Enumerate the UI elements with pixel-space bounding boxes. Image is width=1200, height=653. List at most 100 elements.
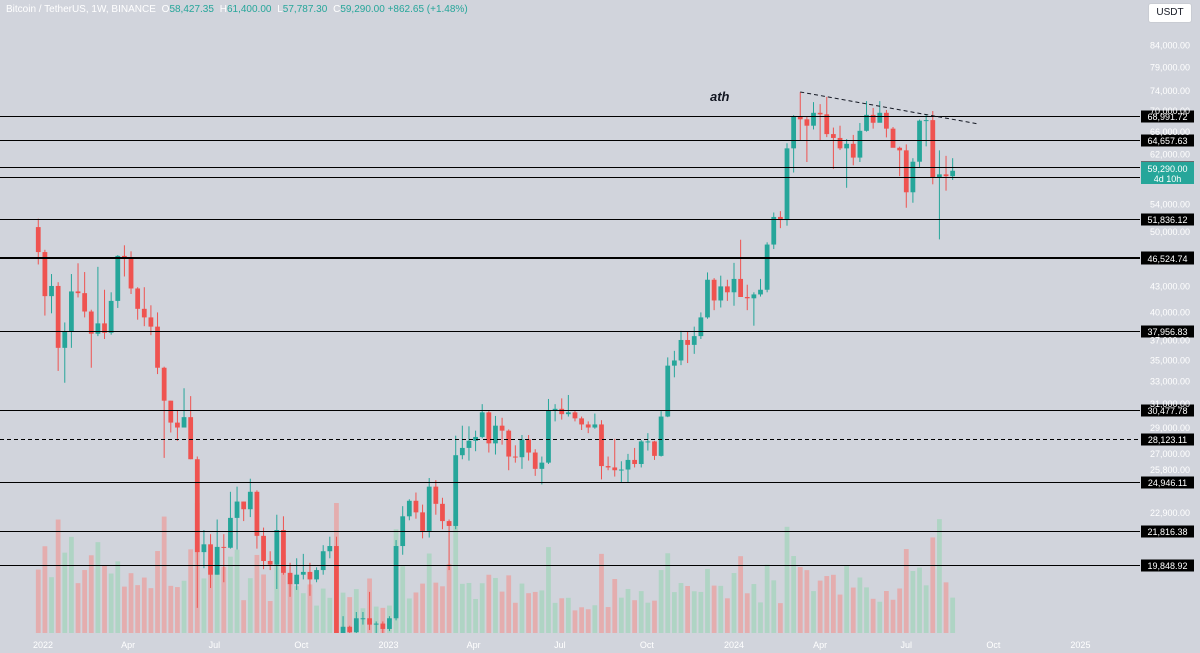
candle-body [777, 216, 783, 221]
volume-bar [413, 592, 419, 633]
volume-bar [526, 593, 531, 633]
volume-bar [459, 583, 465, 633]
y-tick-label: 66,000.00 [1150, 127, 1190, 137]
x-tick-label: Apr [467, 640, 481, 650]
currency-button[interactable]: USDT [1148, 3, 1192, 23]
volume-bar [122, 586, 127, 633]
candle-body [82, 293, 88, 312]
x-tick-label: 2025 [1070, 640, 1090, 650]
volume-bar [254, 554, 260, 633]
candle-body [903, 150, 909, 193]
level-label: 28,123.11 [1148, 435, 1187, 445]
volume-bar [82, 570, 88, 633]
candle-body [360, 618, 366, 620]
y-tick-label: 50,000.00 [1150, 227, 1190, 237]
volume-bar [930, 537, 936, 633]
level-label-bg [1141, 525, 1194, 538]
candle-body [784, 148, 790, 221]
volume-bar [234, 549, 240, 633]
volume-bar [499, 591, 505, 633]
candle-body [247, 491, 253, 510]
candle-body [128, 258, 134, 289]
volume-bar [771, 580, 777, 633]
volume-bar [55, 519, 61, 633]
candle-body [724, 286, 730, 293]
level-label: 30,477.78 [1147, 406, 1187, 416]
candle-body [579, 418, 584, 425]
candle-body [864, 114, 869, 131]
x-tick-label: Oct [640, 640, 655, 650]
candle-body [837, 137, 843, 149]
volume-bar [62, 552, 68, 633]
candle-body [552, 408, 558, 411]
candle-body [493, 425, 498, 444]
x-tick-label: Jul [209, 640, 221, 650]
candle-body [612, 467, 618, 471]
x-tick-label: Apr [813, 640, 827, 650]
volume-bar [665, 553, 671, 633]
volume-bar [201, 578, 207, 633]
candle-body [744, 296, 750, 299]
volume-bar [751, 584, 757, 633]
candle-body [824, 114, 830, 135]
volume-bar [632, 600, 637, 633]
candle-body [188, 417, 194, 460]
candle-body [618, 469, 624, 471]
volume-bar [903, 549, 909, 633]
low-key: L [277, 4, 283, 15]
candle-body [718, 286, 724, 301]
volume-bar [585, 609, 591, 633]
volume-bar [35, 569, 41, 633]
candle-body [181, 417, 187, 428]
volume-bar [486, 574, 492, 633]
volume-bar [473, 598, 478, 633]
volume-bar [744, 593, 750, 633]
y-tick-label: 37,000.00 [1150, 335, 1190, 345]
volume-bar [228, 556, 233, 633]
high-value: 61,400.00 [226, 4, 272, 15]
candle-body [406, 500, 412, 517]
volume-bar [347, 597, 353, 633]
volume-bar [731, 573, 737, 633]
y-tick-label: 40,000.00 [1150, 307, 1190, 317]
candle-body [194, 459, 200, 553]
x-tick-label: Oct [986, 640, 1001, 650]
level-lines-layer: 68,991.7264,657.6359,894.1058,335.7551,8… [0, 110, 1194, 572]
candle-body [353, 618, 359, 633]
volume-bar [698, 591, 704, 633]
candle-body [884, 112, 889, 129]
candle-body [228, 517, 233, 548]
axis-layer: 84,000.00 79,000.00 74,000.00 70,000.00 66,0… [33, 40, 1190, 650]
change-value: +862.65 (+1.48%) [387, 4, 468, 15]
volume-bar [864, 587, 869, 633]
candle-body [221, 546, 227, 548]
candle-body [738, 278, 744, 297]
candle-body [320, 551, 326, 571]
volume-bar [479, 583, 485, 633]
candle-body [632, 459, 637, 465]
candle-body [155, 326, 160, 368]
open-value: 58,427.35 [169, 4, 214, 15]
volume-bar [784, 526, 790, 633]
symbol-header: Bitcoin / TetherUS, 1W, BINANCE O58,427.… [6, 4, 468, 15]
candle-body [446, 521, 452, 526]
candle-body [897, 147, 903, 151]
candle-body [486, 412, 492, 444]
volume-bar [214, 558, 220, 633]
volume-bar [579, 607, 584, 633]
volume-bar [420, 583, 425, 633]
candle-body [658, 416, 664, 456]
candle-body [811, 112, 816, 126]
candle-body [950, 170, 956, 177]
candle-body [910, 161, 916, 193]
level-label-bg [1141, 476, 1194, 489]
level-label: 37,956.83 [1147, 327, 1187, 337]
volume-bar [685, 586, 691, 633]
volume-bar [181, 580, 187, 633]
volume-bar [148, 588, 154, 633]
volume-bar [320, 588, 326, 633]
volume-bar [724, 598, 730, 633]
candle-body [605, 466, 611, 468]
x-tick-label: 2024 [724, 640, 744, 650]
